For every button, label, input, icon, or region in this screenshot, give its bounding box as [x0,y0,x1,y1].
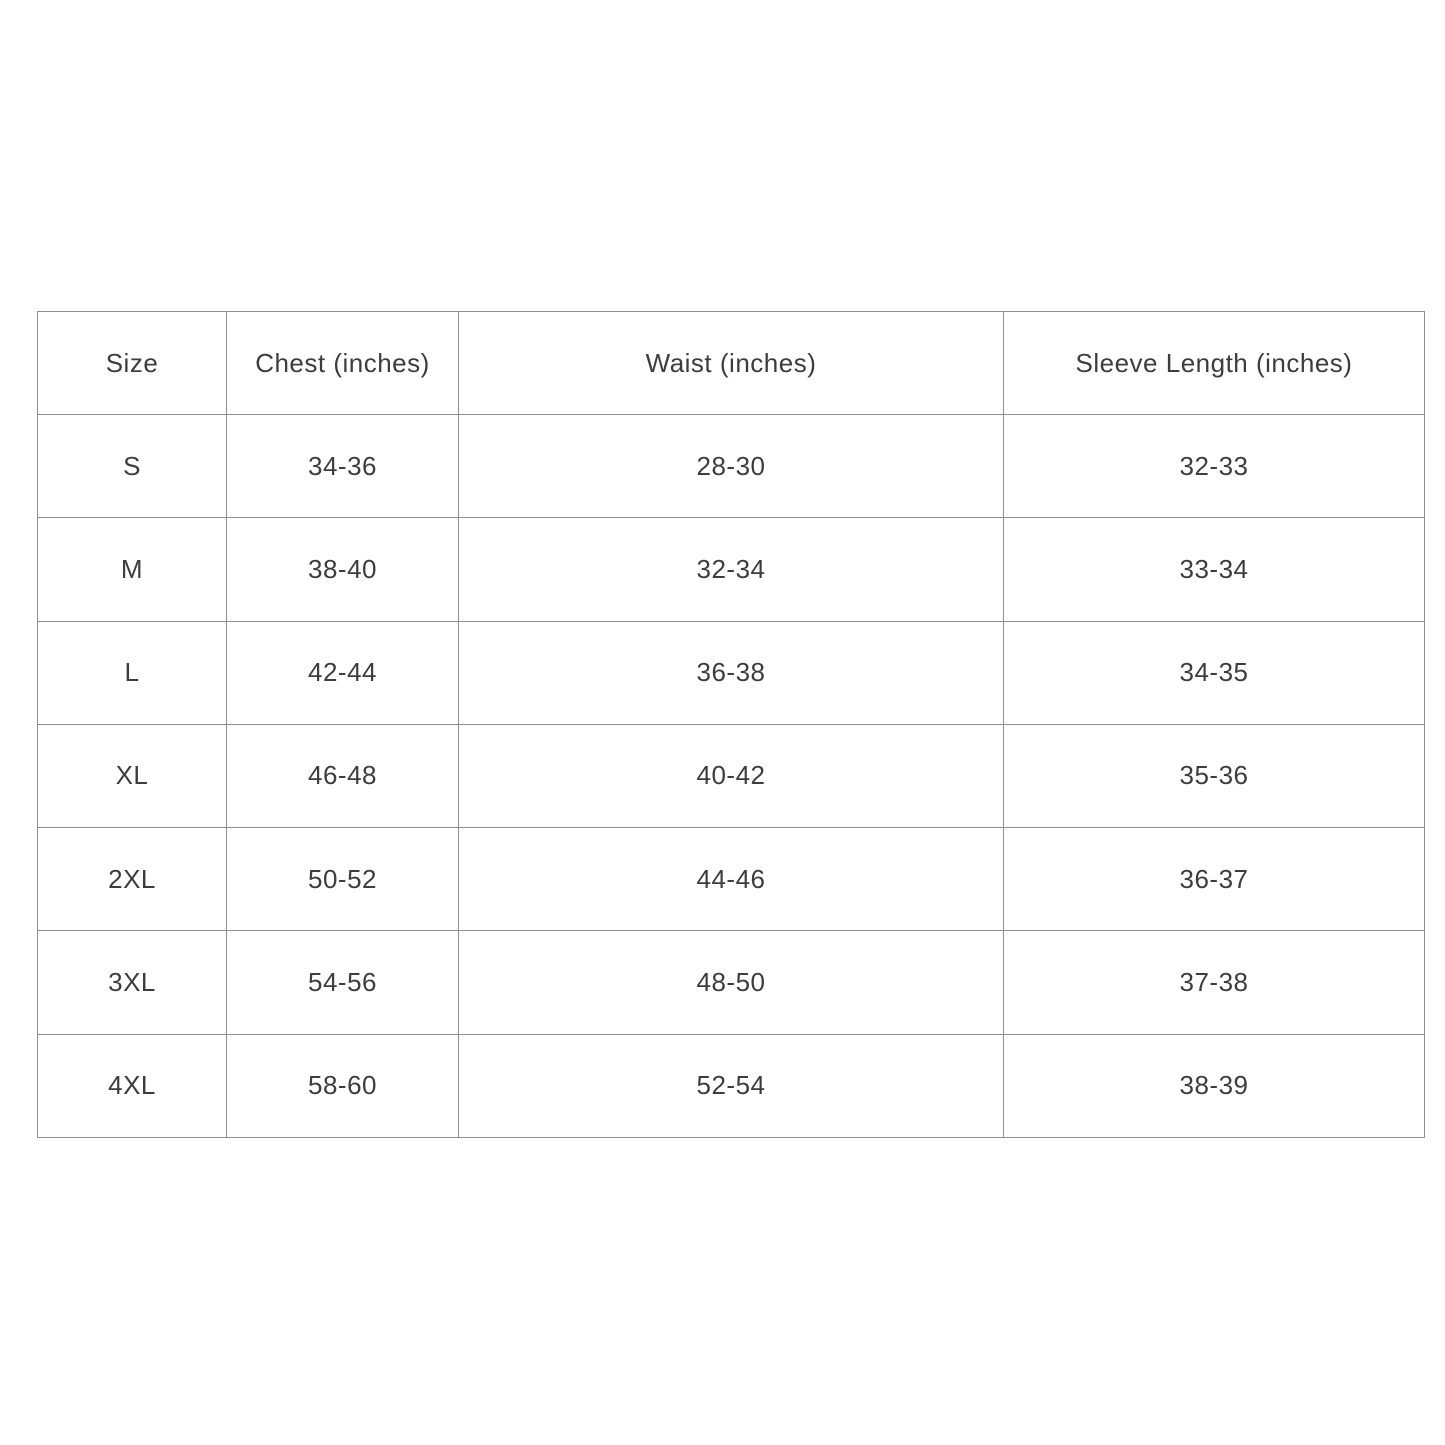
chest-cell: 38-40 [226,517,459,622]
sleeve-cell: 35-36 [1003,723,1425,829]
chest-cell: 46-48 [226,723,459,829]
waist-cell: 40-42 [458,723,1004,829]
size-cell: S [37,413,227,519]
chest-column-header: Chest (inches) [226,311,459,415]
table-row: 4XL 58-60 52-54 38-39 [37,1033,1425,1139]
chest-cell: 54-56 [226,930,459,1035]
size-cell: 2XL [37,827,227,932]
waist-column-header: Waist (inches) [458,311,1004,415]
table-row: 2XL 50-52 44-46 36-37 [37,827,1425,932]
sleeve-cell: 36-37 [1003,827,1425,932]
waist-cell: 48-50 [458,930,1004,1035]
waist-cell: 28-30 [458,413,1004,519]
waist-cell: 44-46 [458,827,1004,932]
size-cell: M [37,517,227,622]
table-row: 3XL 54-56 48-50 37-38 [37,930,1425,1035]
size-cell: XL [37,723,227,829]
chest-cell: 50-52 [226,827,459,932]
waist-cell: 32-34 [458,517,1004,622]
sleeve-cell: 32-33 [1003,413,1425,519]
table-row: L 42-44 36-38 34-35 [37,620,1425,725]
sleeve-cell: 38-39 [1003,1033,1425,1139]
size-column-header: Size [37,311,227,415]
chest-cell: 42-44 [226,620,459,725]
size-cell: L [37,620,227,725]
sleeve-column-header: Sleeve Length (inches) [1003,311,1425,415]
chest-cell: 58-60 [226,1033,459,1139]
size-chart-table: Size Chest (inches) Waist (inches) Sleev… [37,311,1425,1139]
table-row: M 38-40 32-34 33-34 [37,517,1425,622]
table-row: S 34-36 28-30 32-33 [37,413,1425,519]
waist-cell: 36-38 [458,620,1004,725]
header-row: Size Chest (inches) Waist (inches) Sleev… [37,311,1425,415]
size-cell: 3XL [37,930,227,1035]
sleeve-cell: 34-35 [1003,620,1425,725]
sleeve-cell: 33-34 [1003,517,1425,622]
sleeve-cell: 37-38 [1003,930,1425,1035]
chest-cell: 34-36 [226,413,459,519]
table-row: XL 46-48 40-42 35-36 [37,723,1425,829]
size-cell: 4XL [37,1033,227,1139]
waist-cell: 52-54 [458,1033,1004,1139]
